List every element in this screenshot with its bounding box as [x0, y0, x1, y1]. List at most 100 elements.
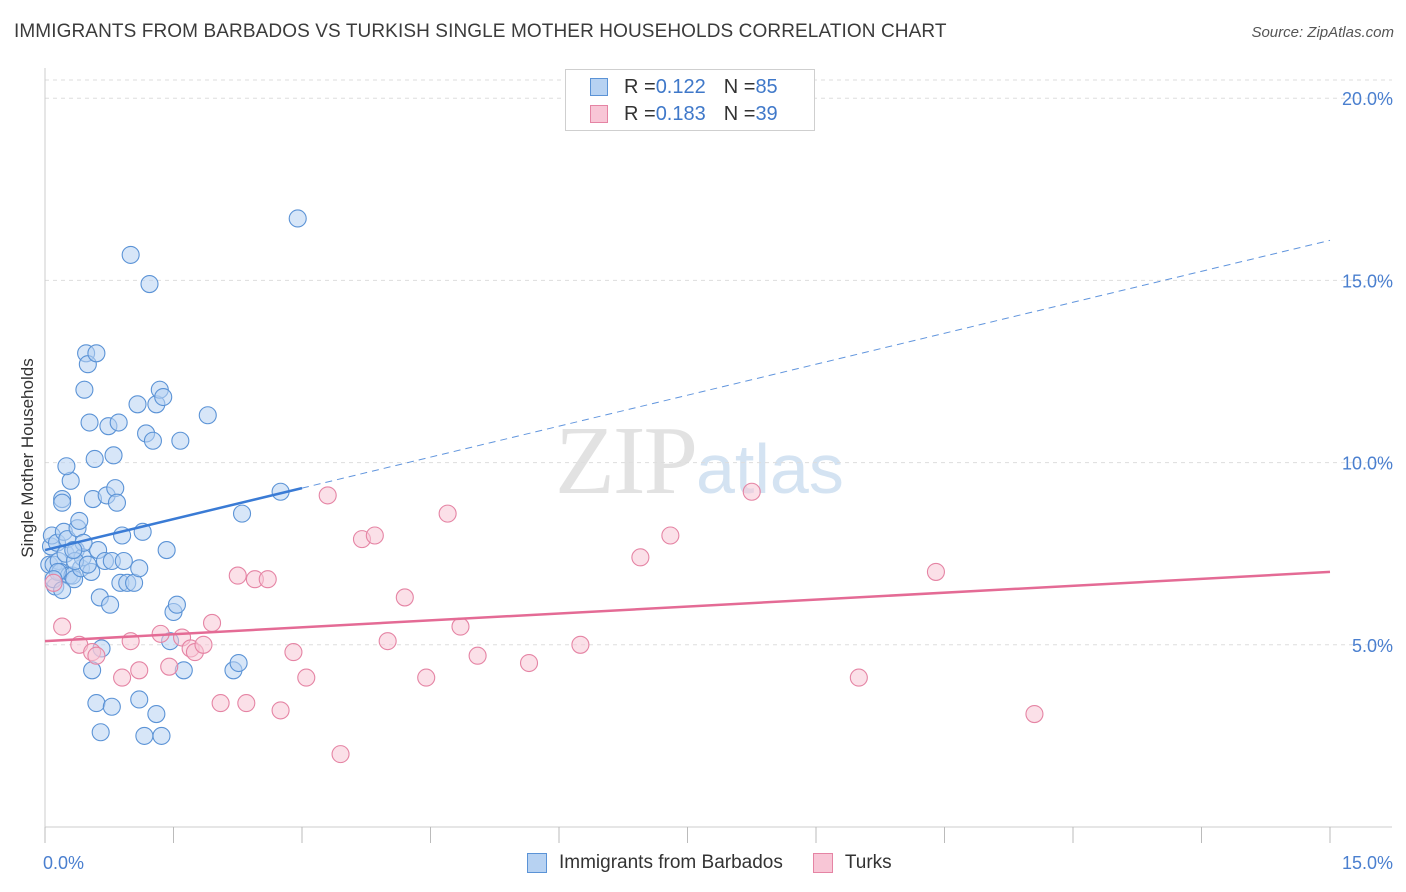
blue-swatch	[590, 78, 608, 96]
barbados-point	[64, 541, 83, 560]
turks-point	[44, 573, 63, 592]
watermark: ZIPatlas	[555, 405, 844, 517]
watermark-zip: ZIP	[555, 407, 698, 515]
turks-point	[113, 668, 132, 687]
r-value: 0.183	[655, 102, 706, 125]
barbados-point	[87, 694, 106, 713]
legend-item-turks[interactable]: Turks	[812, 852, 892, 874]
barbados-point	[102, 697, 121, 716]
barbados-point	[78, 555, 97, 574]
legend-item-barbados[interactable]: Immigrants from Barbados	[527, 852, 783, 874]
barbados-point	[80, 413, 99, 432]
barbados-point	[147, 704, 166, 724]
barbados-point	[107, 493, 127, 512]
n-value: 85	[755, 75, 778, 98]
barbados-point	[229, 653, 248, 673]
barbados-point	[140, 275, 159, 294]
y-tick-label: 10.0%	[1342, 454, 1393, 474]
turks-point	[211, 694, 230, 713]
barbados-point	[104, 446, 123, 465]
turks-point	[631, 548, 650, 567]
turks-point	[571, 635, 590, 654]
turks-point	[258, 570, 277, 589]
barbados-point	[85, 449, 104, 469]
barbados-point	[128, 395, 147, 414]
r-label: R =	[624, 75, 656, 98]
barbados-point	[130, 559, 149, 578]
turks-point	[297, 668, 316, 687]
barbados-point	[167, 595, 186, 614]
watermark-atlas: atlas	[696, 430, 844, 508]
barbados-point	[91, 723, 110, 742]
barbados-point	[53, 493, 72, 512]
barbados-point	[152, 726, 171, 745]
stats-legend: R = 0.122 N = 85 R = 0.183 N = 39	[565, 69, 815, 131]
blue-swatch	[527, 853, 547, 873]
turks-point	[519, 653, 539, 673]
turks-point	[237, 694, 256, 713]
barbados-point	[232, 504, 252, 523]
barbados-point	[75, 380, 94, 399]
barbados-point	[157, 541, 176, 560]
chart-title: IMMIGRANTS FROM BARBADOS VS TURKISH SING…	[14, 21, 947, 42]
x-tick-label: 0.0%	[43, 853, 84, 873]
barbados-point	[135, 726, 154, 745]
turks-point	[318, 486, 337, 505]
r-value: 0.122	[655, 75, 706, 98]
turks-point	[468, 646, 487, 665]
turks-point	[203, 613, 222, 632]
turks-point	[284, 643, 303, 662]
turks-point	[365, 526, 384, 545]
r-label: R =	[624, 102, 656, 125]
barbados-point	[130, 690, 149, 709]
pink-swatch	[812, 853, 833, 873]
legend-label-turks: Turks	[844, 852, 892, 873]
n-label: N =	[723, 75, 756, 98]
y-tick-label: 20.0%	[1342, 89, 1393, 109]
barbados-point	[121, 245, 140, 264]
turks-point	[849, 668, 868, 687]
barbados-trend-line	[44, 486, 303, 552]
turks-point	[87, 646, 106, 665]
series-legend: Immigrants from Barbados Turks	[527, 852, 922, 874]
barbados-point	[87, 344, 106, 363]
turks-point	[451, 617, 470, 636]
turks-point	[395, 588, 414, 607]
turks-point	[160, 657, 179, 676]
stats-legend-row-turks: R = 0.183 N = 39	[590, 102, 778, 126]
n-value: 39	[755, 102, 778, 125]
turks-point	[417, 668, 436, 687]
turks-point	[661, 526, 680, 545]
barbados-point	[57, 457, 76, 476]
y-tick-label: 15.0%	[1342, 271, 1393, 291]
y-tick-label: 5.0%	[1352, 636, 1393, 656]
turks-point	[130, 661, 149, 680]
barbados-point	[288, 209, 307, 228]
turks-trend-line	[44, 570, 1331, 643]
barbados-point	[114, 551, 133, 571]
turks-point	[378, 632, 397, 651]
turks-point	[194, 635, 213, 654]
barbados-trend-extension	[301, 239, 1331, 489]
turks-point	[53, 617, 72, 636]
n-label: N =	[723, 102, 756, 125]
turks-point	[1025, 704, 1044, 724]
turks-point	[228, 566, 247, 585]
barbados-point	[101, 595, 120, 614]
barbados-point	[109, 413, 128, 432]
source-label: Source: ZipAtlas.com	[1251, 24, 1394, 41]
barbados-point	[70, 511, 89, 530]
barbados-point	[143, 431, 162, 450]
stats-legend-row-barbados: R = 0.122 N = 85	[590, 75, 778, 99]
x-tick-label: 15.0%	[1342, 853, 1393, 873]
turks-point	[742, 482, 761, 501]
barbados-point	[171, 431, 190, 450]
barbados-point	[154, 387, 173, 407]
turks-point	[271, 701, 290, 720]
turks-point	[331, 745, 350, 764]
legend-label-barbados: Immigrants from Barbados	[559, 852, 783, 873]
pink-swatch	[590, 105, 608, 123]
turks-point	[926, 562, 945, 581]
barbados-point	[198, 406, 217, 425]
